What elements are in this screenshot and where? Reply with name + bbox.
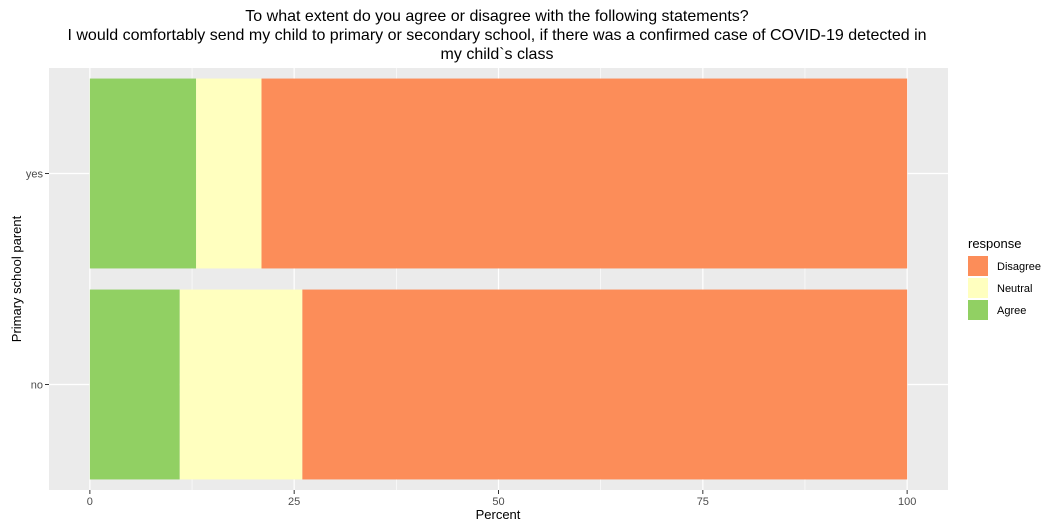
legend-label-disagree: Disagree — [997, 261, 1041, 273]
legend-key-agree — [968, 300, 988, 320]
x-tick-label: 0 — [87, 496, 93, 508]
legend-label-agree: Agree — [997, 305, 1026, 317]
bar-yes-neutral — [196, 78, 262, 269]
y-tick-label-no: no — [31, 380, 43, 392]
chart-title-line-1: To what extent do you agree or disagree … — [245, 8, 749, 25]
x-tick-label: 100 — [898, 496, 916, 508]
bar-no-disagree — [302, 289, 908, 480]
x-tick-label: 75 — [697, 496, 709, 508]
bar-yes-agree — [89, 78, 197, 269]
bar-no-neutral — [179, 289, 303, 480]
legend-label-neutral: Neutral — [997, 283, 1032, 295]
y-axis-title: Primary school parent — [9, 215, 24, 342]
legend-title: response — [968, 236, 1021, 251]
bars-layer — [89, 78, 908, 480]
x-axis-title: Percent — [476, 507, 521, 522]
bar-yes-disagree — [261, 78, 908, 269]
x-tick-label: 50 — [492, 496, 504, 508]
chart-title-line-2: I would comfortably send my child to pri… — [67, 27, 926, 44]
chart-title-line-3: my child`s class — [441, 46, 554, 63]
x-tick-label: 25 — [288, 496, 300, 508]
legend-key-neutral — [968, 278, 988, 298]
legend-key-disagree — [968, 256, 988, 276]
y-tick-label-yes: yes — [26, 169, 44, 181]
legend: response Disagree Neutral Agree — [968, 236, 1041, 320]
bar-no-agree — [89, 289, 180, 480]
axis-layer: 0 25 50 75 100 yes no — [26, 169, 916, 509]
